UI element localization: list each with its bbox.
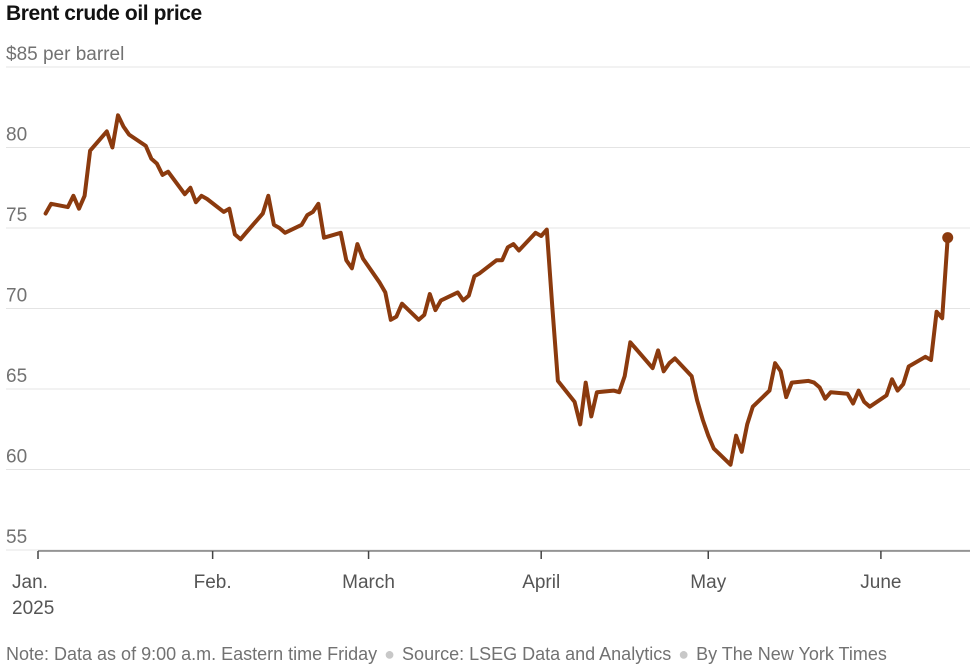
x-tick-label: Jan. [12, 572, 48, 593]
y-tick-label: 55 [6, 527, 27, 548]
chart-title: Brent crude oil price [6, 2, 202, 25]
x-tick-label: April [522, 572, 560, 593]
y-tick-label: 65 [6, 366, 27, 387]
x-axis: Jan. 2025 Feb. March April May June [12, 550, 970, 619]
y-tick-label: 60 [6, 447, 27, 468]
price-series [43, 113, 954, 467]
x-tick-label: March [342, 572, 395, 593]
y-tick-label: 80 [6, 125, 27, 146]
y-tick-label: 75 [6, 205, 27, 226]
gridlines [6, 66, 970, 551]
x-tick-label: Feb. [194, 572, 232, 593]
x-tick-label: May [690, 572, 726, 593]
y-axis-tick-labels: $85 per barrel 80 75 70 65 60 55 [6, 44, 124, 548]
chart-footnote: Note: Data as of 9:00 a.m. Eastern time … [6, 644, 887, 665]
byline: By The New York Times [696, 644, 887, 664]
y-tick-label: 70 [6, 286, 27, 307]
price-line [43, 113, 950, 467]
x-tick-label: June [860, 572, 901, 593]
separator-dot-icon: ● [678, 644, 690, 664]
line-chart: $85 per barrel 80 75 70 65 60 55 Jan. 2025 Feb. M… [6, 44, 970, 619]
source-note: Source: LSEG Data and Analytics [402, 644, 672, 664]
y-tick-label: $85 per barrel [6, 44, 124, 65]
latest-price-marker [942, 232, 954, 244]
x-tick-sublabel: 2025 [12, 598, 54, 619]
separator-dot-icon: ● [384, 644, 396, 664]
data-as-of-note: Note: Data as of 9:00 a.m. Eastern time … [6, 644, 378, 664]
